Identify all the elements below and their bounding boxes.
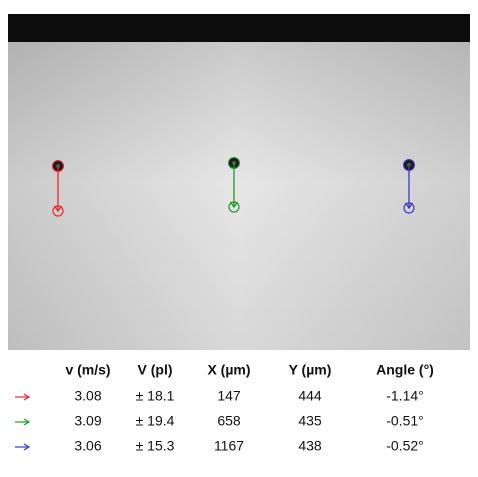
table-cell: ± 19.4 (136, 413, 175, 429)
nozzle-plate (8, 14, 470, 42)
table-cell: 435 (298, 413, 322, 429)
column-header: v (m/s) (65, 362, 110, 378)
column-header: X (µm) (207, 362, 250, 378)
camera-image (8, 14, 470, 350)
trajectory-arrowhead (229, 201, 239, 209)
table-cell: -0.52° (386, 438, 424, 454)
column-header: Y (µm) (289, 362, 332, 378)
table-cell: 147 (217, 388, 241, 404)
row-arrowhead (23, 443, 31, 451)
table-cell: 438 (298, 438, 322, 454)
trajectory-arrowhead (53, 205, 63, 213)
column-header: V (pl) (138, 362, 173, 378)
table-cell: 658 (217, 413, 241, 429)
droplet-overlay (52, 157, 415, 217)
image-vignette (8, 14, 470, 350)
table-cell: 3.06 (74, 438, 101, 454)
row-arrowhead (23, 393, 31, 401)
table-cell: ± 15.3 (136, 438, 175, 454)
results-table: v (m/s) V (pl) X (µm) Y (µm) Angle (°) 3.08 ± … (15, 362, 434, 454)
predicted-position (228, 201, 240, 213)
predicted-position (403, 202, 415, 214)
table-cell: -1.14° (386, 388, 424, 404)
column-header: Angle (°) (376, 362, 434, 378)
table-cell: 444 (298, 388, 322, 404)
predicted-position (52, 205, 64, 217)
table-cell: 1167 (214, 438, 244, 454)
row-arrowhead (23, 418, 31, 426)
table-cell: 3.08 (74, 388, 101, 404)
table-cell: 3.09 (74, 413, 101, 429)
table-cell: -0.51° (386, 413, 424, 429)
table-cell: ± 18.1 (136, 388, 175, 404)
trajectory-arrowhead (404, 202, 414, 210)
